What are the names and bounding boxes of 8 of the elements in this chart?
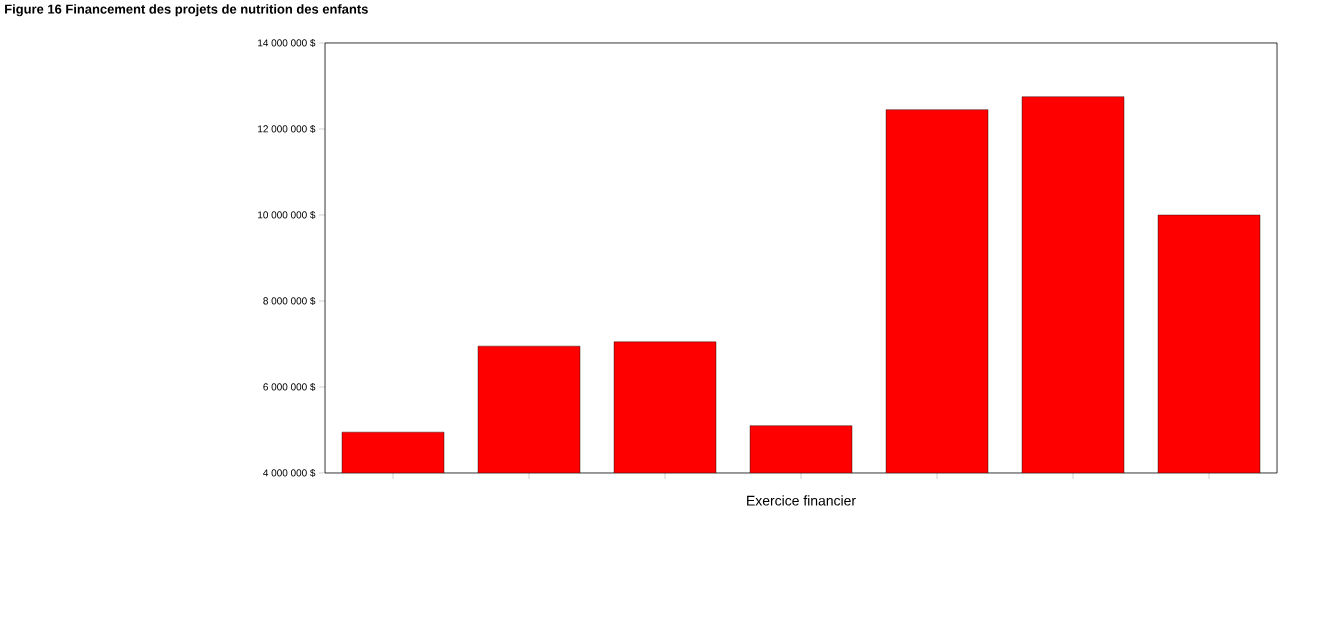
y-tick-label: 10 000 000 $ bbox=[258, 210, 316, 220]
y-tick-label: 4 000 000 $ bbox=[263, 468, 316, 478]
y-tick-label: 6 000 000 $ bbox=[263, 382, 316, 392]
x-axis-title: Exercice financier bbox=[747, 495, 856, 506]
y-tick-label: 12 000 000 $ bbox=[258, 124, 316, 134]
text: Figure 16 Financement des projets de nutrition des enfants bbox=[5, 4, 368, 17]
y-tick-label: 14 000 000 $ bbox=[258, 38, 316, 48]
y-tick-label: 8 000 000 $ bbox=[263, 296, 316, 306]
